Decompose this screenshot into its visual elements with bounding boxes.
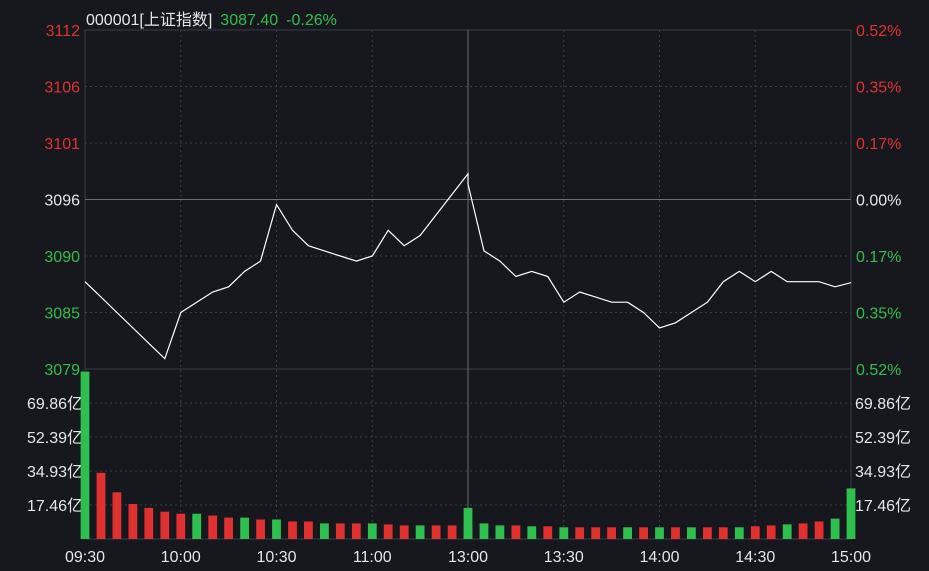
volume-bar: [750, 526, 760, 539]
percent-tick-label: 0.52%: [856, 23, 901, 40]
time-tick-label: 11:00: [353, 549, 392, 566]
volume-bar: [320, 523, 329, 539]
percent-tick-label: 0.17%: [856, 136, 901, 153]
volume-bar: [718, 527, 728, 539]
volume-bar: [240, 517, 249, 539]
percent-tick-label: 0.35%: [856, 80, 901, 97]
volume-bar: [272, 519, 281, 539]
time-tick-label: 09:30: [65, 549, 105, 566]
volume-bar: [463, 507, 473, 539]
volume-tick-label: 17.46亿: [855, 497, 911, 515]
volume-bar: [96, 472, 106, 539]
volume-tick-label: 34.93亿: [27, 463, 83, 481]
volume-bar: [782, 524, 792, 539]
price-tick-label: 3106: [44, 80, 80, 97]
percent-tick-label: 0.35%: [856, 306, 901, 323]
volume-bar: [335, 523, 345, 539]
volume-bar: [144, 507, 154, 539]
chart-header: 000001[上证指数] 3087.40 -0.26%: [86, 6, 345, 30]
price-tick-label: 3079: [44, 362, 80, 379]
volume-bar: [431, 525, 441, 539]
volume-bar: [575, 527, 585, 539]
volume-bar: [304, 521, 313, 539]
time-tick-label: 10:30: [256, 549, 296, 566]
volume-bar: [176, 513, 186, 539]
time-tick-label: 10:00: [161, 549, 201, 566]
volume-bar: [160, 511, 170, 539]
volume-bar: [655, 527, 664, 539]
volume-bar: [591, 527, 601, 539]
volume-bar: [415, 525, 425, 539]
index-change: -0.26%: [286, 12, 337, 29]
volume-bar: [543, 526, 553, 539]
volume-bar: [766, 525, 776, 539]
volume-bar: [511, 525, 521, 539]
price-tick-label: 3090: [44, 249, 80, 266]
volume-bar: [128, 504, 138, 539]
volume-bar: [495, 525, 505, 539]
volume-tick-label: 34.93亿: [855, 463, 911, 481]
volume-bar: [798, 523, 808, 539]
volume-bar: [192, 513, 202, 539]
price-tick-label: 3096: [44, 193, 80, 210]
index-price: 3087.40: [220, 12, 279, 29]
volume-bar: [112, 492, 122, 539]
volume-bar: [351, 523, 361, 539]
time-tick-label: 14:30: [735, 549, 775, 566]
volume-bar: [814, 521, 824, 539]
volume-bar: [224, 517, 233, 539]
volume-bar: [830, 518, 840, 539]
volume-bar: [703, 527, 712, 539]
volume-bar: [623, 527, 632, 539]
time-tick-label: 13:00: [448, 549, 488, 566]
price-tick-label: 3101: [44, 136, 80, 153]
volume-bar: [399, 525, 409, 539]
price-tick-label: 3112: [46, 23, 81, 40]
volume-bar: [208, 515, 218, 539]
volume-bar: [734, 527, 744, 539]
volume-bar: [671, 527, 680, 539]
volume-bar: [607, 527, 616, 539]
volume-tick-label: 17.46亿: [27, 497, 83, 515]
time-tick-label: 15:00: [831, 549, 871, 566]
volume-bar: [639, 527, 648, 539]
volume-bar: [256, 519, 265, 539]
time-tick-label: 13:30: [544, 549, 584, 566]
volume-bar: [447, 525, 457, 539]
percent-tick-label: 0.00%: [856, 193, 901, 210]
index-code-name: 000001[上证指数]: [86, 12, 213, 29]
volume-bar: [846, 488, 856, 539]
price-tick-label: 3085: [44, 306, 80, 323]
volume-bar: [288, 521, 297, 539]
volume-bar: [383, 524, 393, 539]
volume-bar: [559, 527, 569, 539]
volume-bar: [367, 523, 377, 539]
volume-tick-label: 52.39亿: [27, 429, 83, 447]
price-line: [84, 172, 852, 360]
volume-tick-label: 69.86亿: [27, 395, 83, 413]
volume-tick-label: 69.86亿: [855, 395, 911, 413]
volume-bar: [687, 527, 696, 539]
volume-tick-label: 52.39亿: [855, 429, 911, 447]
percent-tick-label: 0.17%: [856, 249, 901, 266]
volume-bar: [80, 371, 90, 539]
percent-tick-label: 0.52%: [856, 362, 901, 379]
volume-bar: [479, 523, 489, 539]
volume-bar: [527, 526, 537, 539]
time-tick-label: 14:00: [639, 549, 679, 566]
